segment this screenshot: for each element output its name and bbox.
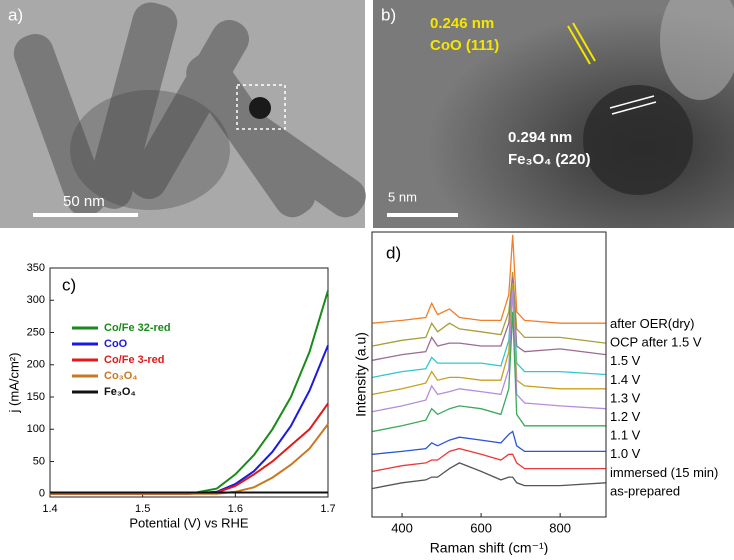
panel-label: d) bbox=[386, 243, 401, 262]
spectrum bbox=[372, 271, 606, 347]
legend-label: Co/Fe 32-red bbox=[104, 322, 171, 334]
spectrum bbox=[372, 288, 606, 413]
y-axis-label: Intensity (a.u) bbox=[353, 332, 369, 417]
trace-label: 1.0 V bbox=[610, 446, 641, 461]
plot-frame bbox=[371, 231, 607, 518]
legend-label: CoO bbox=[104, 338, 128, 350]
trace-label: as-prepared bbox=[610, 483, 680, 498]
legend-label: Co/Fe 3-red bbox=[104, 354, 165, 366]
data-line bbox=[50, 423, 329, 495]
data-line bbox=[50, 345, 329, 495]
y-tick-label: 200 bbox=[27, 359, 45, 371]
x-axis-label: Raman shift (cm⁻¹) bbox=[430, 540, 549, 555]
trace-label: 1.1 V bbox=[610, 428, 641, 443]
spectrum bbox=[372, 277, 606, 361]
panel-label: a) bbox=[8, 5, 23, 24]
y-tick-label: 150 bbox=[27, 391, 45, 403]
y-tick-label: 0 bbox=[39, 488, 45, 500]
trace-label: after OER(dry) bbox=[610, 316, 695, 331]
y-tick-label: 350 bbox=[27, 262, 45, 274]
x-tick-label: 1.4 bbox=[42, 503, 57, 515]
panel-label: c) bbox=[62, 275, 76, 294]
y-tick-label: 300 bbox=[27, 294, 45, 306]
data-line bbox=[50, 402, 329, 495]
scale-bar-label: 50 nm bbox=[63, 193, 105, 210]
spectrum bbox=[372, 311, 606, 433]
annotation: Fe₃O₄ (220) bbox=[508, 151, 590, 168]
y-tick-label: 50 bbox=[33, 455, 45, 467]
x-tick-label: 1.5 bbox=[135, 503, 150, 515]
trace-label: 1.2 V bbox=[610, 409, 641, 424]
legend-label: Co₃O₄ bbox=[104, 370, 138, 382]
annotation: 0.246 nm bbox=[430, 15, 494, 32]
trace-label: OCP after 1.5 V bbox=[610, 335, 702, 350]
x-tick-label: 400 bbox=[391, 520, 413, 535]
spectrum bbox=[372, 283, 606, 396]
x-tick-label: 1.6 bbox=[228, 503, 243, 515]
y-axis-label: j (mA/cm²) bbox=[6, 353, 21, 414]
tem-image-a bbox=[0, 0, 366, 228]
spectrum bbox=[372, 234, 606, 324]
spectrum bbox=[372, 462, 606, 490]
spectrum bbox=[372, 447, 606, 473]
annotation: 0.294 nm bbox=[508, 129, 572, 146]
panel-label: b) bbox=[381, 5, 396, 24]
tem-image-b bbox=[373, 0, 734, 228]
x-tick-label: 1.7 bbox=[320, 503, 335, 515]
x-axis-label: Potential (V) vs RHE bbox=[129, 515, 249, 530]
trace-label: 1.3 V bbox=[610, 390, 641, 405]
annotation: CoO (111) bbox=[430, 37, 499, 54]
spectrum bbox=[372, 430, 606, 455]
x-tick-label: 600 bbox=[470, 520, 492, 535]
scale-bar-label: 5 nm bbox=[388, 189, 417, 204]
y-tick-label: 100 bbox=[27, 423, 45, 435]
plot-frame bbox=[49, 267, 329, 498]
x-tick-label: 800 bbox=[549, 520, 571, 535]
legend-label: Fe₃O₄ bbox=[104, 386, 136, 398]
trace-label: 1.5 V bbox=[610, 353, 641, 368]
trace-label: immersed (15 min) bbox=[610, 465, 718, 480]
spectrum bbox=[372, 283, 606, 379]
y-tick-label: 250 bbox=[27, 326, 45, 338]
trace-label: 1.4 V bbox=[610, 372, 641, 387]
